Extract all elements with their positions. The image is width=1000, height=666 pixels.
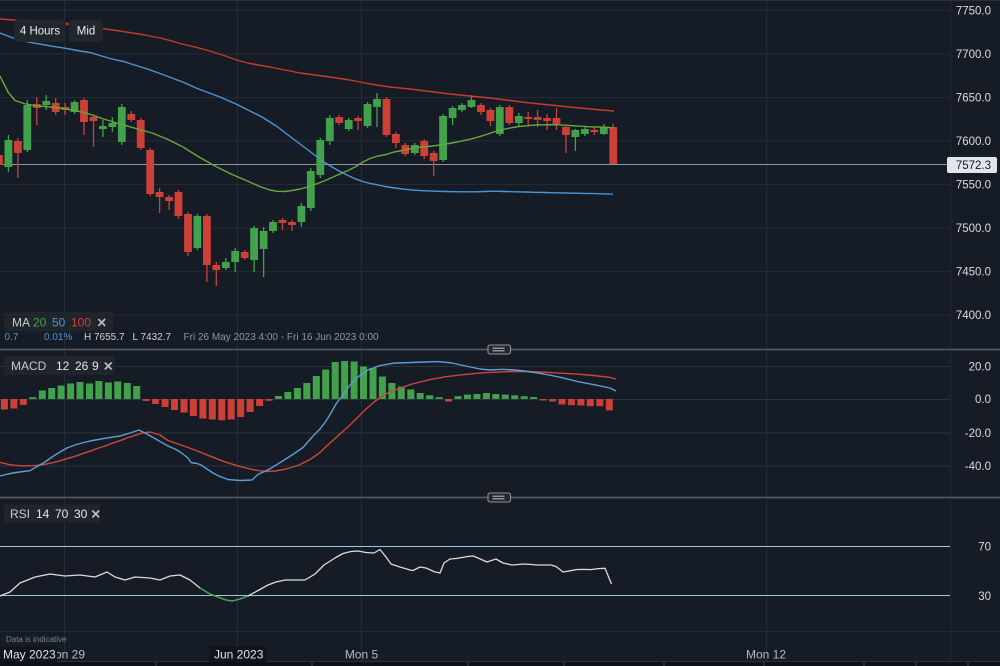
svg-text:✕: ✕ [97, 316, 107, 330]
svg-text:Data is indicative: Data is indicative [6, 635, 67, 644]
svg-text:Mid: Mid [77, 26, 96, 38]
svg-text:0.01%: 0.01% [44, 332, 72, 343]
svg-text:0.7: 0.7 [5, 332, 19, 343]
svg-text:L 7432.7: L 7432.7 [133, 332, 172, 343]
svg-text:7550.0: 7550.0 [956, 180, 991, 192]
svg-text:7400.0: 7400.0 [956, 310, 991, 322]
svg-text:14: 14 [36, 507, 50, 521]
svg-text:7450.0: 7450.0 [956, 267, 991, 279]
svg-text:✕: ✕ [103, 360, 113, 374]
svg-text:MACD: MACD [11, 359, 47, 373]
svg-text:RSI: RSI [10, 507, 30, 521]
svg-text:7650.0: 7650.0 [956, 93, 991, 105]
svg-text:-40.0: -40.0 [965, 461, 991, 473]
svg-text:0.0: 0.0 [975, 394, 991, 406]
svg-text:70: 70 [55, 507, 69, 521]
svg-text:4 Hours: 4 Hours [20, 26, 61, 38]
svg-text:7750.0: 7750.0 [956, 6, 991, 18]
svg-text:30: 30 [74, 507, 88, 521]
svg-text:7700.0: 7700.0 [956, 49, 991, 61]
svg-text:20.0: 20.0 [969, 361, 991, 373]
svg-text:Mon 5: Mon 5 [345, 648, 379, 662]
svg-text:MA: MA [12, 316, 30, 330]
svg-text:Fri 26 May 2023 4:00 - Fri 16: Fri 26 May 2023 4:00 - Fri 16 Jun 2023 0… [184, 332, 380, 343]
svg-text:Jun 2023: Jun 2023 [214, 648, 264, 662]
svg-text:7572.3: 7572.3 [956, 160, 991, 172]
svg-text:May 2023: May 2023 [3, 648, 56, 662]
svg-text:70: 70 [978, 541, 991, 553]
svg-text:26: 26 [75, 359, 89, 373]
svg-text:Mon 12: Mon 12 [746, 648, 786, 662]
svg-text:20: 20 [33, 316, 47, 330]
svg-text:-20.0: -20.0 [965, 428, 991, 440]
svg-text:30: 30 [978, 591, 991, 603]
svg-text:9: 9 [92, 359, 99, 373]
svg-text:7600.0: 7600.0 [956, 136, 991, 148]
svg-text:100: 100 [71, 316, 91, 330]
svg-text:7500.0: 7500.0 [956, 223, 991, 235]
svg-text:50: 50 [52, 316, 66, 330]
svg-text:H 7655.7: H 7655.7 [84, 332, 125, 343]
svg-text:✕: ✕ [91, 508, 101, 522]
svg-text:12: 12 [56, 359, 70, 373]
